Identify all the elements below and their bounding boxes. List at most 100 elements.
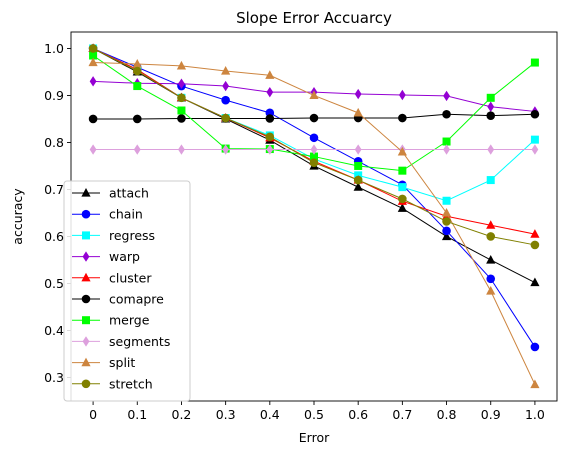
legend-label-attach: attach — [109, 186, 149, 201]
legend-label-split: split — [109, 355, 135, 370]
data-point-warp — [487, 101, 495, 112]
x-axis-label: Error — [299, 430, 330, 445]
data-point-chain — [221, 95, 230, 105]
data-point-warp — [354, 88, 362, 100]
data-point-comapre — [442, 109, 451, 119]
data-point-stretch — [530, 240, 540, 250]
data-point-segments — [487, 144, 495, 155]
data-point-comapre — [398, 113, 407, 123]
data-point-stretch — [265, 132, 275, 142]
legend-marker-regress — [82, 231, 90, 240]
legend-marker-cluster — [81, 272, 91, 282]
y-tick-label: 0.7 — [44, 182, 64, 197]
data-point-stretch — [309, 158, 319, 167]
data-point-warp — [222, 80, 230, 92]
legend-marker-warp — [82, 251, 90, 262]
data-point-segments — [266, 144, 274, 155]
data-point-regress — [486, 176, 495, 185]
data-point-split — [309, 90, 319, 100]
data-point-merge — [530, 58, 539, 67]
data-point-warp — [398, 89, 406, 101]
x-tick-label: 0.8 — [437, 407, 457, 422]
data-point-warp — [266, 86, 274, 98]
legend-label-regress: regress — [109, 228, 155, 243]
data-point-cluster — [530, 229, 540, 238]
chart-title: Slope Error Accuarcy — [236, 9, 392, 27]
y-tick-label: 0.4 — [44, 323, 64, 338]
legend-marker-merge — [82, 316, 90, 325]
data-point-cluster — [486, 220, 496, 229]
data-point-segments — [310, 144, 318, 155]
y-axis-label: accuracy — [10, 188, 25, 245]
data-point-segments — [133, 144, 141, 155]
data-point-comapre — [486, 111, 496, 120]
legend-marker-comapre — [81, 294, 91, 304]
legend-marker-split — [81, 357, 91, 367]
x-tick-label: 0.7 — [392, 407, 412, 422]
data-point-split — [353, 107, 363, 117]
data-point-merge — [398, 166, 407, 175]
data-point-comapre — [530, 109, 540, 119]
data-point-warp — [443, 90, 450, 102]
data-point-merge — [310, 152, 318, 161]
x-tick-label: 0 — [89, 407, 97, 422]
legend-label-cluster: cluster — [109, 270, 152, 285]
legend-label-segments: segments — [109, 334, 170, 349]
data-point-attach — [397, 203, 407, 212]
data-point-stretch — [442, 217, 451, 226]
data-point-stretch — [132, 66, 142, 76]
data-point-split — [265, 70, 275, 79]
y-tick-label: 0.8 — [44, 135, 64, 150]
data-point-merge — [133, 82, 142, 91]
data-point-split — [441, 207, 452, 217]
data-point-stretch — [177, 93, 186, 103]
data-point-stretch — [88, 44, 98, 53]
y-tick-label: 0.9 — [44, 88, 64, 103]
data-point-chain — [309, 133, 319, 143]
legend-marker-attach — [81, 188, 91, 197]
data-point-comapre — [88, 114, 98, 124]
data-point-merge — [442, 137, 451, 146]
data-point-comapre — [265, 114, 275, 123]
data-point-comapre — [177, 114, 186, 123]
x-tick-label: 0.6 — [348, 407, 368, 422]
data-point-attach — [530, 277, 540, 287]
data-point-chain — [486, 274, 496, 284]
data-point-stretch — [221, 113, 230, 123]
data-point-comapre — [309, 113, 319, 123]
y-tick-label: 0.3 — [44, 370, 64, 385]
legend-label-merge: merge — [109, 313, 150, 328]
data-point-warp — [89, 76, 97, 87]
legend-label-chain: chain — [109, 207, 143, 222]
data-point-attach — [441, 231, 452, 241]
data-point-split — [530, 379, 540, 389]
legend-marker-stretch — [81, 379, 91, 389]
legend-label-warp: warp — [109, 249, 140, 264]
data-point-segments — [531, 144, 539, 155]
legend-marker-segments — [82, 336, 90, 347]
data-point-stretch — [353, 175, 363, 185]
x-tick-label: 0.2 — [172, 407, 192, 422]
x-tick-label: 0.1 — [127, 407, 147, 422]
data-point-segments — [443, 144, 450, 155]
data-point-merge — [89, 51, 98, 60]
data-point-warp — [178, 78, 185, 89]
y-tick-label: 0.5 — [44, 276, 64, 291]
data-point-attach — [353, 182, 363, 191]
data-point-regress — [398, 183, 407, 192]
data-point-split — [176, 60, 187, 70]
data-point-chain — [530, 342, 540, 352]
series-line-regress — [92, 47, 536, 202]
data-point-split — [221, 66, 231, 75]
x-tick-label: 1.0 — [525, 407, 545, 422]
data-point-split — [132, 58, 142, 68]
legend-box — [63, 180, 191, 402]
data-point-stretch — [486, 232, 496, 241]
data-point-split — [397, 146, 407, 156]
x-tick-label: 0.9 — [481, 407, 501, 422]
legend-marker-chain — [81, 209, 91, 219]
data-point-merge — [354, 161, 363, 170]
x-tick-label: 0.3 — [216, 407, 236, 422]
data-point-comapre — [132, 114, 142, 124]
